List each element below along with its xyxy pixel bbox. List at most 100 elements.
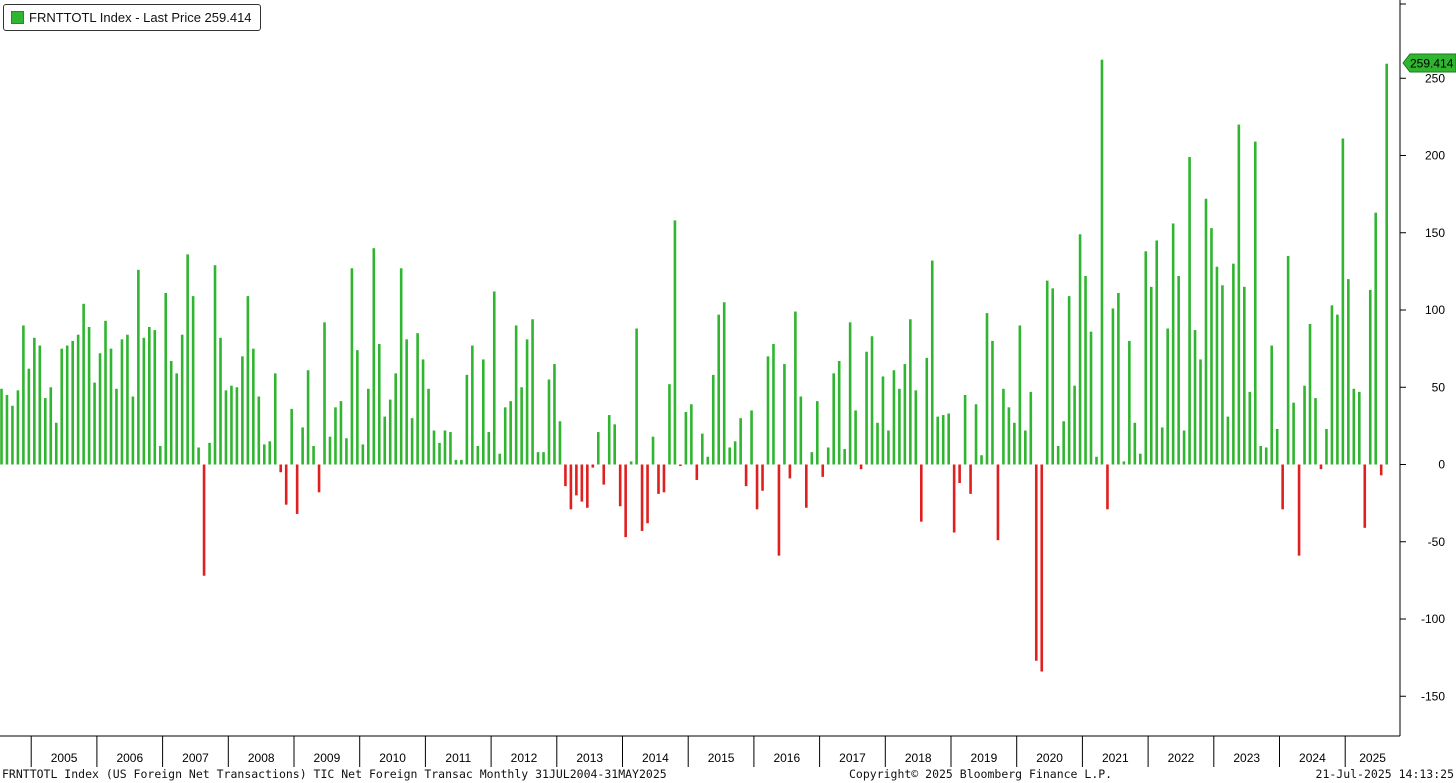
- bar: [339, 401, 343, 465]
- bar: [1358, 391, 1361, 465]
- bar: [1253, 141, 1257, 465]
- bar: [586, 464, 589, 508]
- bar: [657, 464, 660, 494]
- bar: [854, 410, 857, 465]
- y-tick-label: 100: [1425, 303, 1445, 317]
- bar: [153, 330, 157, 465]
- y-tick-label: 250: [1425, 71, 1445, 85]
- x-tick-label: 2007: [182, 751, 209, 765]
- bar: [575, 464, 578, 496]
- bar: [887, 430, 890, 465]
- x-tick-label: 2015: [708, 751, 735, 765]
- bar: [290, 408, 293, 465]
- bar: [1210, 228, 1213, 465]
- x-tick-label: 2012: [511, 751, 538, 765]
- bar: [520, 387, 523, 465]
- bar: [1106, 464, 1109, 510]
- bar: [312, 445, 315, 465]
- bar: [591, 464, 595, 468]
- bar: [547, 379, 551, 465]
- bar: [1368, 289, 1372, 465]
- bar: [252, 348, 255, 465]
- bar: [33, 337, 36, 465]
- bar: [728, 447, 731, 465]
- legend: FRNTTOTL Index - Last Price 259.414: [3, 4, 261, 31]
- bar: [410, 418, 414, 465]
- x-tick-label: 2021: [1102, 751, 1129, 765]
- bar: [996, 464, 1000, 541]
- bar: [679, 464, 682, 467]
- x-tick-label: 2005: [51, 751, 78, 765]
- bar: [104, 320, 107, 465]
- bar: [536, 452, 540, 465]
- bar: [881, 376, 885, 465]
- bar: [361, 444, 365, 465]
- bar: [826, 447, 830, 465]
- bar: [952, 464, 956, 533]
- bar: [558, 421, 562, 465]
- bar: [1199, 359, 1202, 465]
- bar: [1040, 464, 1044, 672]
- bar: [1013, 422, 1016, 465]
- bar: [892, 370, 896, 465]
- bar: [843, 449, 846, 465]
- bar: [1007, 407, 1011, 465]
- bar: [1270, 345, 1273, 465]
- bar: [22, 325, 25, 465]
- bar: [1363, 464, 1367, 528]
- bar: [969, 464, 972, 494]
- bar: [624, 464, 627, 538]
- bar: [1297, 464, 1301, 556]
- bar: [1171, 223, 1175, 465]
- bar: [175, 373, 178, 465]
- bar: [427, 388, 430, 465]
- bar: [0, 388, 3, 465]
- bar: [1232, 263, 1235, 465]
- bar: [1100, 59, 1104, 465]
- y-tick-label: -100: [1421, 612, 1445, 626]
- bar: [1314, 398, 1317, 465]
- bar: [460, 459, 463, 465]
- bar: [416, 333, 419, 465]
- x-tick-label: 2008: [248, 751, 275, 765]
- bar: [1089, 331, 1093, 465]
- y-tick-label: -50: [1428, 535, 1446, 549]
- bar: [449, 432, 452, 465]
- bar: [958, 464, 961, 484]
- bar: [1237, 124, 1241, 465]
- bar: [509, 401, 512, 465]
- bar: [1111, 308, 1115, 465]
- bar: [1128, 340, 1131, 465]
- bar: [673, 220, 677, 465]
- bar: [1264, 447, 1268, 465]
- bar: [383, 416, 387, 465]
- bar: [596, 432, 600, 465]
- bar: [1286, 255, 1290, 465]
- bar: [1221, 285, 1224, 465]
- bar: [394, 373, 397, 465]
- bar: [76, 334, 80, 465]
- bar: [580, 464, 584, 502]
- bar: [739, 418, 742, 465]
- bar: [1330, 305, 1334, 465]
- x-tick-label: 2010: [379, 751, 406, 765]
- bar: [1122, 461, 1126, 465]
- bar: [334, 407, 337, 465]
- bar: [1149, 286, 1153, 465]
- bar: [191, 296, 195, 465]
- bar: [920, 464, 923, 522]
- bar: [1374, 212, 1378, 465]
- bar: [186, 254, 189, 465]
- x-tick-label: 2022: [1168, 751, 1195, 765]
- bar: [865, 351, 868, 465]
- bar: [1084, 276, 1087, 465]
- bar: [985, 313, 989, 465]
- bar: [618, 464, 622, 507]
- last-value-tag: 259.414: [1402, 53, 1456, 73]
- bar: [876, 422, 879, 465]
- bar: [5, 394, 9, 465]
- bar: [109, 348, 113, 465]
- bar: [115, 388, 118, 465]
- bar: [941, 415, 945, 465]
